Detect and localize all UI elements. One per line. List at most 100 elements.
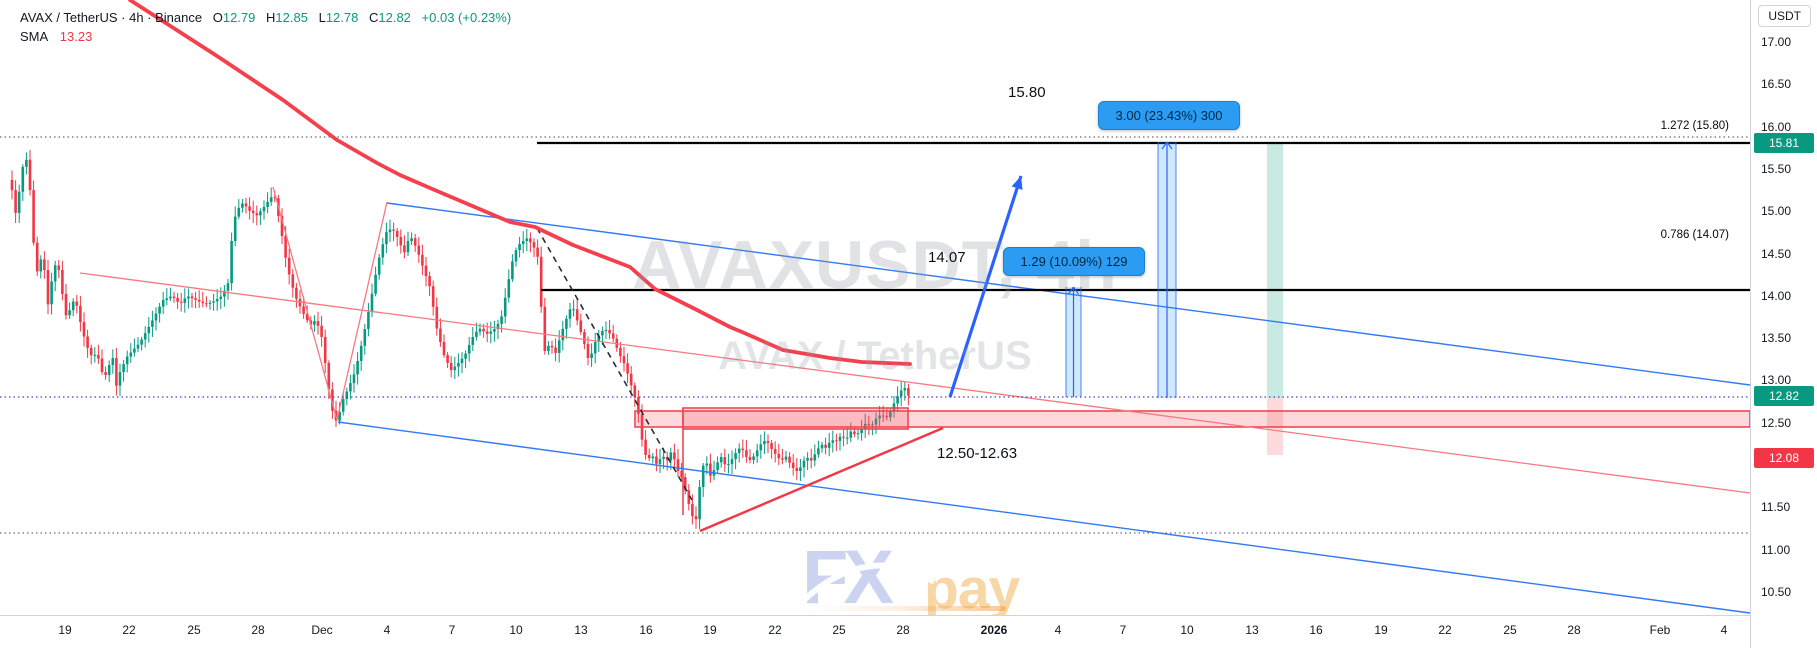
projection-arrow[interactable] <box>948 175 1023 398</box>
price-range-tools[interactable] <box>1065 141 1177 398</box>
candle <box>694 516 698 520</box>
candle <box>845 437 849 439</box>
projection-band[interactable] <box>1267 142 1283 455</box>
dotted-level-lines[interactable] <box>0 136 1750 534</box>
candle <box>424 265 428 277</box>
candle <box>752 456 755 460</box>
symbol-row[interactable]: AVAX / TetherUS · 4h · Binance O12.79 H1… <box>20 8 511 27</box>
time-tick-25: 25 <box>1503 623 1517 637</box>
candle <box>190 296 194 299</box>
candle <box>367 311 370 330</box>
candle <box>550 345 554 348</box>
candle <box>662 456 665 459</box>
candle <box>403 245 406 253</box>
candle <box>683 477 687 491</box>
candle <box>766 441 770 444</box>
symbol-title[interactable]: AVAX / TetherUS · 4h · Binance <box>20 10 203 25</box>
price-axis[interactable]: 17.00 16.50 16.00 15.50 15.00 14.50 14.00 13.50… <box>1750 0 1817 615</box>
candle <box>349 383 352 392</box>
time-tick-16: 16 <box>639 623 653 637</box>
change-value: +0.03 (+0.23%) <box>421 10 512 25</box>
candle <box>287 257 291 275</box>
candle <box>93 354 97 356</box>
candle <box>691 503 694 517</box>
candle <box>25 159 28 167</box>
candle <box>158 306 161 314</box>
price-tick-label: 13.50 <box>1761 331 1792 346</box>
candle <box>903 388 907 391</box>
candle <box>547 345 550 351</box>
candle <box>237 207 241 217</box>
candle <box>471 336 475 345</box>
candle <box>439 328 442 343</box>
candle <box>482 328 485 332</box>
trendline-drawings[interactable] <box>79 186 1751 614</box>
annotation-text[interactable]: 15.80 <box>1008 84 1046 101</box>
time-tick-10: 10 <box>509 623 523 637</box>
candle <box>244 203 248 207</box>
candle <box>111 358 115 366</box>
candle <box>327 362 331 390</box>
measure-label-box[interactable]: 3.00 (23.43%) 300 <box>1098 101 1240 130</box>
time-tick-22: 22 <box>1438 623 1452 637</box>
candle <box>57 265 61 270</box>
candle <box>806 457 809 461</box>
annotation-text[interactable]: 14.07 <box>928 249 966 266</box>
candle <box>136 344 140 349</box>
candle <box>529 238 532 243</box>
candle <box>496 323 500 330</box>
candle <box>21 166 25 192</box>
sma-label[interactable]: SMA <box>20 29 49 44</box>
candle <box>377 257 381 275</box>
open-label: O <box>212 10 223 25</box>
candle <box>280 216 284 237</box>
time-tick-4: 4 <box>1054 623 1062 637</box>
candle <box>331 389 334 411</box>
time-tick-28: 28 <box>251 623 265 637</box>
open-value: 12.79 <box>222 10 256 25</box>
time-axis[interactable]: 19 22 25 28 Dec 4 7 10 13 16 19 22 25 28 2026 4 7 10 13 16 1… <box>0 615 1817 648</box>
dashed-guide-line[interactable] <box>536 227 693 501</box>
low-label: L <box>318 10 326 25</box>
candle <box>608 329 611 334</box>
candle <box>125 356 129 365</box>
price-tick-label: 15.00 <box>1761 204 1792 219</box>
candle <box>896 396 899 404</box>
candle <box>230 241 233 284</box>
candle <box>273 197 277 199</box>
candle <box>698 487 701 520</box>
candle <box>485 331 489 334</box>
candle <box>28 159 32 191</box>
candle <box>392 229 395 231</box>
candlestick-series[interactable] <box>10 149 910 530</box>
candle <box>302 306 305 314</box>
annotation-text[interactable]: 12.50-12.63 <box>937 445 1018 462</box>
candle <box>50 281 53 305</box>
candle <box>824 444 827 448</box>
candle <box>719 457 723 463</box>
indicator-row[interactable]: SMA 13.23 <box>20 27 511 46</box>
candle <box>464 353 467 359</box>
price-tick-label: 17.00 <box>1761 35 1792 49</box>
candle <box>860 428 863 434</box>
sma-line[interactable] <box>128 0 912 366</box>
candle <box>129 352 133 357</box>
candle <box>68 310 71 316</box>
close-value: 12.82 <box>378 10 411 25</box>
candle <box>820 444 824 449</box>
measure-label-box[interactable]: 1.29 (10.09%) 129 <box>1003 247 1145 276</box>
time-tick-16: 16 <box>1309 623 1323 637</box>
currency-toggle-button[interactable]: USDT <box>1758 5 1811 27</box>
candle <box>619 347 622 357</box>
resistance-zone-drawing[interactable] <box>634 407 1751 515</box>
candle <box>75 301 79 306</box>
fib-level-lines[interactable] <box>537 141 1750 292</box>
low-value: 12.78 <box>325 10 359 25</box>
candle <box>759 444 763 451</box>
candle <box>10 179 14 191</box>
candle <box>449 362 453 371</box>
candle <box>727 463 730 465</box>
candle <box>716 462 719 471</box>
candle <box>151 320 154 327</box>
